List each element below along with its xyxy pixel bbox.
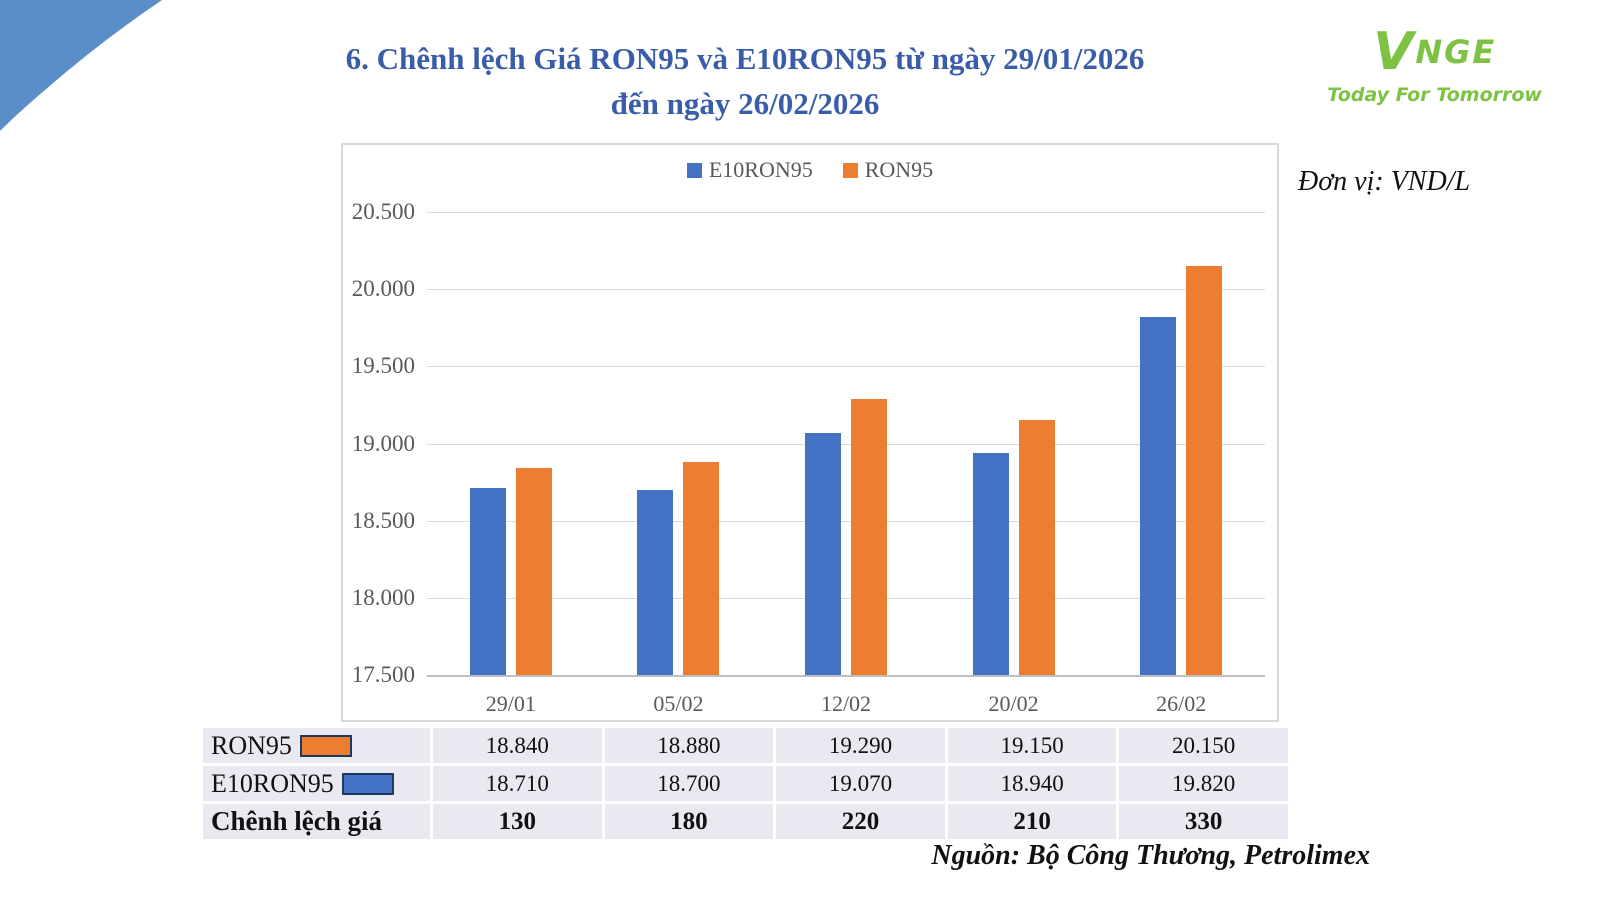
legend-swatch-RON95 [842, 162, 858, 178]
vnge-logo-tagline: Today For Tomorrow [1327, 84, 1542, 106]
bar-RON95-26/02 [1186, 266, 1223, 675]
gridline-17.500 [427, 675, 1265, 677]
cell-Chênh lệch giá-20/02: 210 [947, 804, 1117, 839]
y-axis-tick-18.000: 18.000 [351, 584, 415, 610]
cell-RON95-20/02: 19.150 [947, 728, 1117, 763]
cell-Chênh lệch giá-26/02: 330 [1119, 804, 1288, 839]
gridline-18.000 [427, 597, 1265, 599]
x-axis-tick-26/02: 26/02 [1156, 691, 1207, 716]
row-label-text: E10RON95 [211, 768, 334, 798]
y-axis-tick-17.500: 17.500 [351, 662, 415, 687]
corner-shape [0, 0, 162, 131]
unit-label: Đơn vị: VND/L [1298, 166, 1471, 197]
legend-label-E10RON95: E10RON95 [708, 157, 813, 182]
gridline-20.500 [427, 212, 1265, 213]
row-label-RON95: RON95 [203, 728, 430, 763]
bar-E10RON95-05/02 [637, 489, 674, 675]
row-label-Chênh lệch giá: Chênh lệch giá [203, 804, 430, 839]
y-axis-tick-18.500: 18.500 [351, 507, 415, 533]
cell-Chênh lệch giá-29/01: 130 [433, 804, 602, 839]
row-swatch-E10RON95 [341, 772, 394, 795]
page-title-line1: 6. Chênh lệch Giá RON95 và E10RON95 từ n… [345, 41, 1145, 76]
x-axis-tick-05/02: 05/02 [653, 691, 704, 716]
row-swatch-RON95 [299, 734, 352, 757]
row-label-E10RON95: E10RON95 [203, 766, 430, 801]
chart-legend: E10RON95 RON95 [343, 157, 1277, 183]
x-axis-tick-29/01: 29/01 [485, 691, 536, 716]
gridline-19.500 [427, 366, 1265, 368]
bar-RON95-05/02 [683, 462, 720, 675]
y-axis-tick-20.500: 20.500 [351, 199, 415, 224]
vnge-logo-text: VNGE [1327, 22, 1542, 82]
cell-E10RON95-29/01: 18.710 [433, 766, 602, 801]
legend-item-RON95: RON95 [842, 157, 934, 183]
gridline-19.000 [427, 443, 1265, 445]
cell-Chênh lệch giá-12/02: 220 [776, 804, 945, 839]
table-row-RON95: RON95 18.840 18.880 19.290 19.150 20.150 [203, 728, 1288, 763]
bar-E10RON95-26/02 [1140, 316, 1177, 675]
legend-swatch-E10RON95 [686, 162, 702, 178]
bar-RON95-20/02 [1018, 420, 1055, 675]
vnge-logo: VNGE Today For Tomorrow [1327, 22, 1542, 106]
vnge-logo-rest: NGE [1415, 33, 1497, 71]
gridline-20.000 [427, 289, 1265, 291]
bar-chart: E10RON95 RON95 20.500 20.000 19.500 19.000 18… [341, 143, 1279, 722]
cell-E10RON95-26/02: 19.820 [1119, 766, 1288, 801]
cell-E10RON95-12/02: 19.070 [776, 766, 945, 801]
table-row-Chênh lệch giá: Chênh lệch giá 130 180 220 210 330 [203, 804, 1288, 839]
page-title-line2: đến ngày 26/02/2026 [610, 86, 880, 121]
cell-RON95-26/02: 20.150 [1119, 728, 1288, 763]
page-title: 6. Chênh lệch Giá RON95 và E10RON95 từ n… [160, 36, 1330, 126]
corner-decoration [0, 0, 162, 131]
bar-E10RON95-20/02 [972, 452, 1009, 675]
gridline-18.500 [427, 520, 1265, 522]
price-table: RON95 18.840 18.880 19.290 19.150 20.150 E10RO… [203, 728, 1288, 842]
bar-RON95-29/01 [515, 468, 552, 675]
bar-RON95-12/02 [851, 398, 887, 675]
cell-RON95-12/02: 19.290 [776, 728, 945, 763]
cell-RON95-29/01: 18.840 [433, 728, 602, 763]
cell-E10RON95-20/02: 18.940 [947, 766, 1117, 801]
y-axis-tick-19.000: 19.000 [351, 430, 415, 456]
legend-item-E10RON95: E10RON95 [686, 157, 813, 183]
vnge-logo-v: V [1373, 22, 1416, 82]
y-axis-tick-19.500: 19.500 [351, 353, 415, 379]
cell-Chênh lệch giá-05/02: 180 [604, 804, 774, 839]
cell-E10RON95-05/02: 18.700 [604, 766, 774, 801]
y-axis-tick-20.000: 20.000 [351, 276, 415, 302]
x-axis-tick-12/02: 12/02 [820, 691, 872, 716]
cell-RON95-05/02: 18.880 [604, 728, 774, 763]
bar-E10RON95-12/02 [805, 432, 841, 675]
x-axis-tick-20/02: 20/02 [988, 691, 1039, 716]
source-note: Nguồn: Bộ Công Thương, Petrolimex [931, 840, 1370, 871]
legend-label-RON95: RON95 [864, 157, 934, 182]
row-label-text: RON95 [211, 730, 292, 760]
row-label-text: Chênh lệch giá [211, 806, 383, 836]
bar-E10RON95-29/01 [469, 488, 506, 675]
table-row-E10RON95: E10RON95 18.710 18.700 19.070 18.940 19.820 [203, 766, 1288, 801]
